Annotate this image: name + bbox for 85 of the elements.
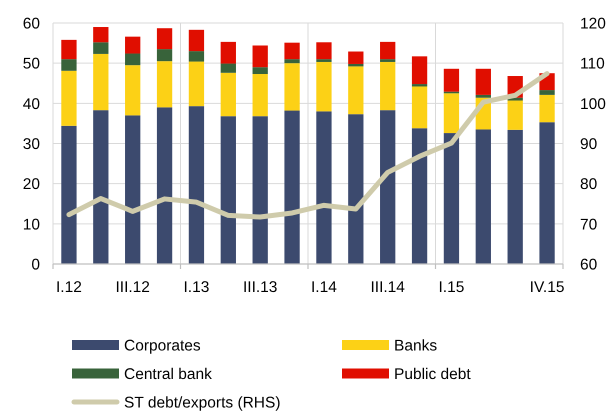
- bar: [444, 93, 460, 134]
- x-tick-label: I.12: [56, 279, 82, 296]
- bar: [316, 111, 332, 264]
- y-tick-label: 50: [22, 56, 40, 73]
- bar: [380, 42, 396, 60]
- bar: [188, 62, 204, 106]
- y2-tick-label: 100: [580, 96, 606, 113]
- legend-label: Public debt: [394, 366, 472, 383]
- bar: [476, 68, 491, 95]
- bar: [284, 59, 300, 64]
- bar: [348, 64, 364, 66]
- bar: [188, 106, 204, 264]
- bar: [476, 129, 491, 264]
- x-tick-label: I.15: [438, 279, 464, 296]
- legend-label: Banks: [394, 337, 438, 354]
- bar: [476, 94, 491, 98]
- x-tick-label: IV.15: [530, 279, 564, 296]
- bar: [125, 54, 140, 66]
- bar: [61, 126, 77, 264]
- bar: [93, 27, 108, 42]
- bar: [252, 116, 268, 264]
- bar: [156, 107, 172, 264]
- bar: [220, 42, 236, 64]
- bar: [220, 116, 236, 264]
- bar: [61, 59, 77, 71]
- bar: [188, 30, 204, 52]
- bar: [125, 36, 140, 54]
- bar: [61, 40, 77, 60]
- bar: [380, 110, 396, 264]
- bar: [188, 51, 204, 62]
- y-tick-label: 10: [22, 216, 40, 234]
- bar: [93, 42, 108, 54]
- y-tick-label: 40: [22, 96, 40, 113]
- bar: [284, 63, 300, 111]
- bar: [252, 74, 268, 116]
- bar: [316, 42, 332, 60]
- bar: [125, 65, 140, 116]
- bar: [539, 90, 555, 95]
- bar: [508, 100, 523, 130]
- bar: [156, 28, 172, 50]
- bar: [220, 64, 236, 73]
- legend-label: Central bank: [124, 366, 212, 383]
- legend-label: ST debt/exports (RHS): [124, 394, 280, 411]
- bar: [156, 49, 172, 62]
- y2-tick-label: 70: [580, 216, 598, 234]
- bar: [412, 86, 428, 128]
- bar: [156, 61, 172, 108]
- x-tick-label: III.13: [242, 279, 278, 296]
- legend-label: Corporates: [124, 337, 201, 354]
- bar: [61, 70, 77, 126]
- bar: [252, 67, 268, 74]
- x-tick-label: III.14: [370, 279, 406, 296]
- bar: [412, 128, 428, 264]
- bar: [444, 68, 460, 92]
- bar: [252, 45, 268, 68]
- bar: [93, 110, 108, 264]
- x-tick-label: III.12: [115, 279, 150, 296]
- bar: [380, 59, 396, 62]
- x-tick-label: I.13: [184, 279, 210, 296]
- y-tick-label: 30: [22, 136, 40, 153]
- bar: [125, 115, 140, 264]
- bar: [220, 72, 236, 116]
- bar: [93, 54, 108, 110]
- bar: [284, 110, 300, 264]
- y2-tick-label: 90: [580, 136, 598, 153]
- bar: [380, 62, 396, 110]
- bar: [539, 94, 555, 122]
- x-tick-label: I.14: [311, 279, 338, 296]
- y2-tick-label: 110: [580, 56, 606, 73]
- bar: [539, 122, 555, 264]
- y2-tick-label: 120: [580, 15, 606, 32]
- bar: [284, 42, 300, 60]
- y-tick-label: 60: [22, 15, 40, 32]
- y2-tick-label: 60: [580, 256, 598, 274]
- bar: [508, 130, 523, 264]
- bar: [316, 62, 332, 112]
- bar: [444, 133, 460, 264]
- bar: [348, 52, 364, 64]
- bar: [348, 66, 364, 114]
- bar: [316, 59, 332, 62]
- y2-tick-label: 80: [580, 176, 598, 194]
- bar: [412, 56, 428, 84]
- y-tick-label: 20: [22, 176, 40, 194]
- bar: [348, 114, 364, 264]
- y-tick-label: 0: [31, 256, 40, 274]
